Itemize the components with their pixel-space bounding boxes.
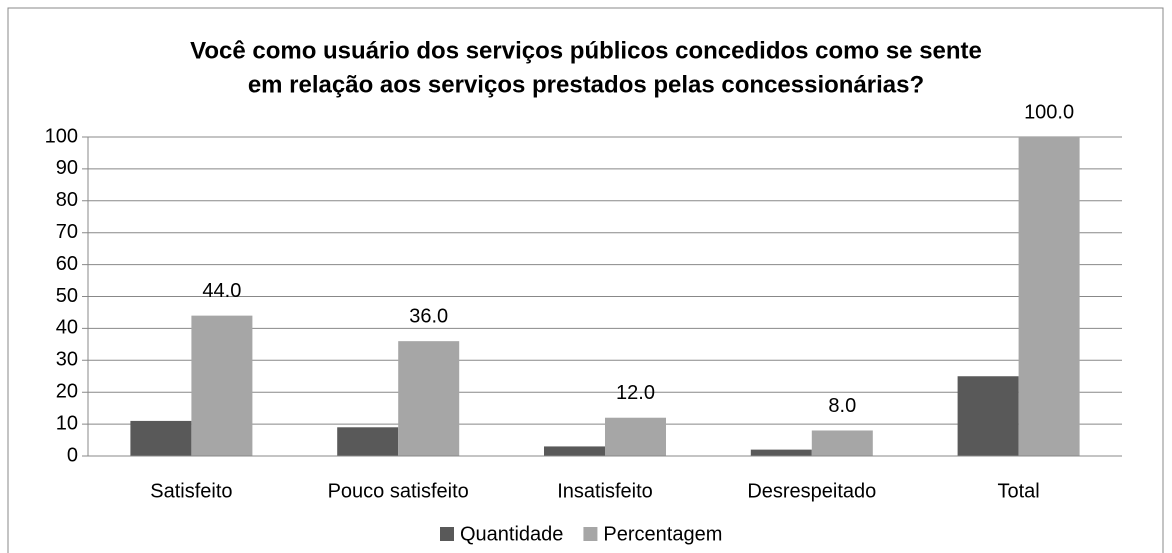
chart-title: Você como usuário dos serviços públicos … xyxy=(190,37,982,64)
y-tick-label: 20 xyxy=(56,380,78,402)
bar xyxy=(130,420,192,456)
data-label: 12.0 xyxy=(616,382,655,404)
data-label: 36.0 xyxy=(409,305,448,327)
bar xyxy=(398,341,460,456)
bar xyxy=(957,376,1019,456)
y-tick-label: 100 xyxy=(45,125,78,147)
y-tick-label: 70 xyxy=(56,221,78,243)
x-tick-label: Desrespeitado xyxy=(747,480,876,502)
bar xyxy=(750,449,812,456)
data-label: 8.0 xyxy=(828,395,856,417)
y-tick-label: 50 xyxy=(56,285,78,307)
x-tick-label: Pouco satisfeito xyxy=(328,480,469,502)
bar xyxy=(605,417,666,456)
legend-swatch xyxy=(583,527,598,541)
chart-title: em relação aos serviços prestados pelas … xyxy=(248,71,924,98)
legend-label: Percentagem xyxy=(603,523,722,545)
y-tick-label: 60 xyxy=(56,253,78,275)
legend-swatch xyxy=(440,527,454,541)
x-tick-label: Satisfeito xyxy=(150,480,232,502)
legend-label: Quantidade xyxy=(460,523,563,545)
bar xyxy=(544,446,605,456)
y-tick-label: 40 xyxy=(56,317,78,339)
bar xyxy=(337,427,399,456)
bar xyxy=(1018,137,1080,456)
bar xyxy=(811,430,873,456)
y-tick-label: 80 xyxy=(56,189,78,211)
x-tick-label: Insatisfeito xyxy=(557,480,653,502)
y-tick-label: 0 xyxy=(67,444,78,466)
chart-border xyxy=(7,7,1164,553)
y-tick-label: 90 xyxy=(56,157,78,179)
data-label: 100.0 xyxy=(1024,101,1074,123)
bar xyxy=(191,315,253,456)
x-tick-label: Total xyxy=(997,480,1039,502)
data-label: 44.0 xyxy=(202,280,241,302)
y-tick-label: 30 xyxy=(56,349,78,371)
y-tick-label: 10 xyxy=(56,412,78,434)
